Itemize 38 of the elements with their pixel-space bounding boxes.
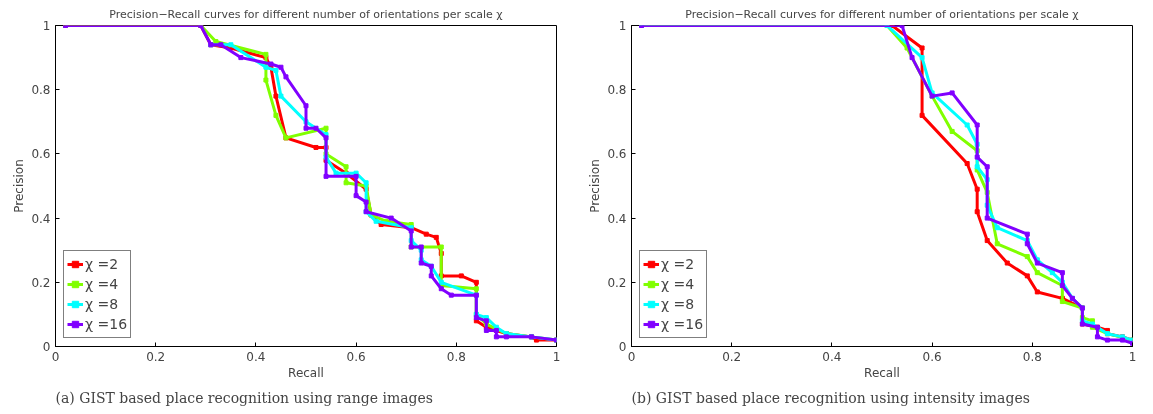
chart-title: Precision−Recall curves for different number of orientations per scale χ <box>109 7 504 21</box>
legend-label: χ =2 <box>661 256 695 272</box>
legend-label: χ =4 <box>85 276 119 292</box>
legend-label: χ =16 <box>661 316 704 332</box>
y-tick-label: 0 <box>618 340 627 354</box>
y-tick-label: 0.8 <box>31 83 51 98</box>
y-axis-title: Precision <box>12 159 27 213</box>
y-tick-label: 0.6 <box>31 147 51 162</box>
x-tick-label: 0.6 <box>346 349 366 364</box>
text: (b) GIST based place recognition using intensity images <box>631 389 1030 406</box>
x-tick-label: 0.4 <box>246 349 266 364</box>
legend-label: χ =2 <box>85 256 119 272</box>
x-tick-label: 0.4 <box>822 349 842 364</box>
y-tick-label: 0.4 <box>607 211 627 226</box>
x-tick-label: 0.8 <box>1022 349 1042 364</box>
text: (a) GIST based place recognition using range images <box>55 389 433 406</box>
y-tick-label: 0.8 <box>607 83 627 98</box>
legend-label: χ =8 <box>661 296 695 312</box>
x-axis-title: Recall <box>864 365 900 380</box>
x-tick-label: 0.2 <box>722 349 742 364</box>
y-tick-label: 0 <box>42 340 51 354</box>
chart-title: Precision−Recall curves for different number of orientations per scale χ <box>685 7 1080 21</box>
legend-label: χ =16 <box>85 316 128 332</box>
y-tick-label: 1 <box>618 19 627 33</box>
y-tick-label: 0.6 <box>607 147 627 162</box>
x-tick-label: 0.8 <box>446 349 466 364</box>
y-tick-label: 0.2 <box>31 275 51 290</box>
legend-label: χ =4 <box>661 276 695 292</box>
x-tick-label: 0.6 <box>922 349 942 364</box>
x-axis-title: Recall <box>288 365 324 380</box>
x-tick-label: 1 <box>552 349 561 364</box>
y-axis-title: Precision <box>588 159 603 213</box>
y-tick-label: 1 <box>42 19 51 33</box>
x-tick-label: 1 <box>1128 349 1137 364</box>
legend-label: χ =8 <box>85 296 119 312</box>
y-tick-label: 0.2 <box>607 275 627 290</box>
y-tick-label: 0.4 <box>31 211 51 226</box>
x-tick-label: 0.2 <box>146 349 166 364</box>
